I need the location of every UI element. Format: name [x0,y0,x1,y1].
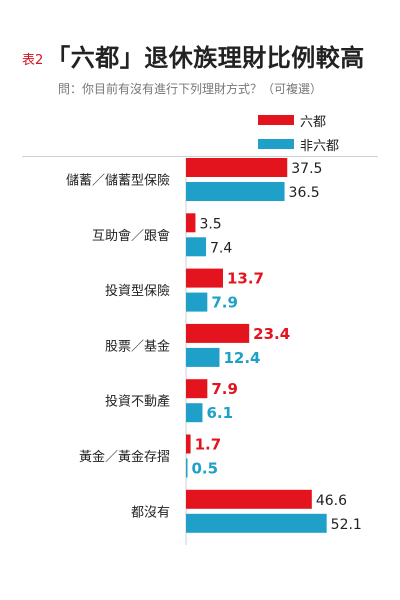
bar-series-0 [186,489,312,509]
category-label: 股票／基金 [105,338,170,354]
data-label-series-1: 36.5 [289,185,320,201]
data-label-series-0: 3.5 [199,216,221,232]
category-label: 投資不動產 [105,394,170,410]
category-label: 黃金／黃金存摺 [79,449,170,465]
chart-title: 「六都」退休族理財比例較高 [46,44,365,72]
legend-label-series-1: 非六都 [300,138,340,154]
data-label-series-0: 13.7 [227,270,264,288]
category-label: 儲蓄／儲蓄型保險 [66,174,170,189]
bar-series-0 [186,158,288,177]
data-label-series-1: 6.1 [206,404,233,422]
chart-subtitle: 問：你目前有沒有進行下列理財方式？（可複選） [58,82,323,96]
data-label-series-0: 46.6 [316,493,347,509]
data-label-series-1: 0.5 [192,460,219,478]
legend-item-series-1: 非六都 [258,134,339,154]
bar-series-0 [186,213,196,233]
legend-swatch-series-0 [258,115,294,125]
data-label-series-0: 7.9 [211,380,238,398]
data-label-series-0: 23.4 [253,325,290,343]
bar-series-1 [186,347,220,367]
bar-series-0 [186,379,208,399]
chart-title-row: 表2 「六都」退休族理財比例較高 [22,38,365,73]
bar-series-0 [186,434,191,454]
data-label-series-0: 37.5 [291,161,322,177]
bar-series-0 [186,268,223,288]
category-label: 互助會／跟會 [92,229,170,244]
data-label-series-1: 52.1 [331,517,362,533]
bar-series-1 [186,292,208,312]
bar-series-0 [186,323,250,343]
data-label-series-1: 7.9 [211,294,238,312]
bar-series-1 [186,237,206,257]
data-label-series-1: 7.4 [210,240,232,256]
legend-swatch-series-1 [258,139,294,149]
bar-series-1 [186,458,188,478]
legend-divider [22,156,378,157]
legend: 六都 非六都 [258,110,339,158]
category-label: 都沒有 [131,505,170,520]
data-label-series-1: 12.4 [223,349,260,367]
bar-series-1 [186,403,203,423]
category-label: 投資型保險 [105,283,170,299]
bar-series-1 [186,182,285,201]
legend-item-series-0: 六都 [258,110,339,130]
legend-label-series-0: 六都 [300,114,327,130]
data-label-series-0: 1.7 [195,436,222,454]
bar-series-1 [186,513,327,533]
table-number: 表2 [22,53,44,68]
